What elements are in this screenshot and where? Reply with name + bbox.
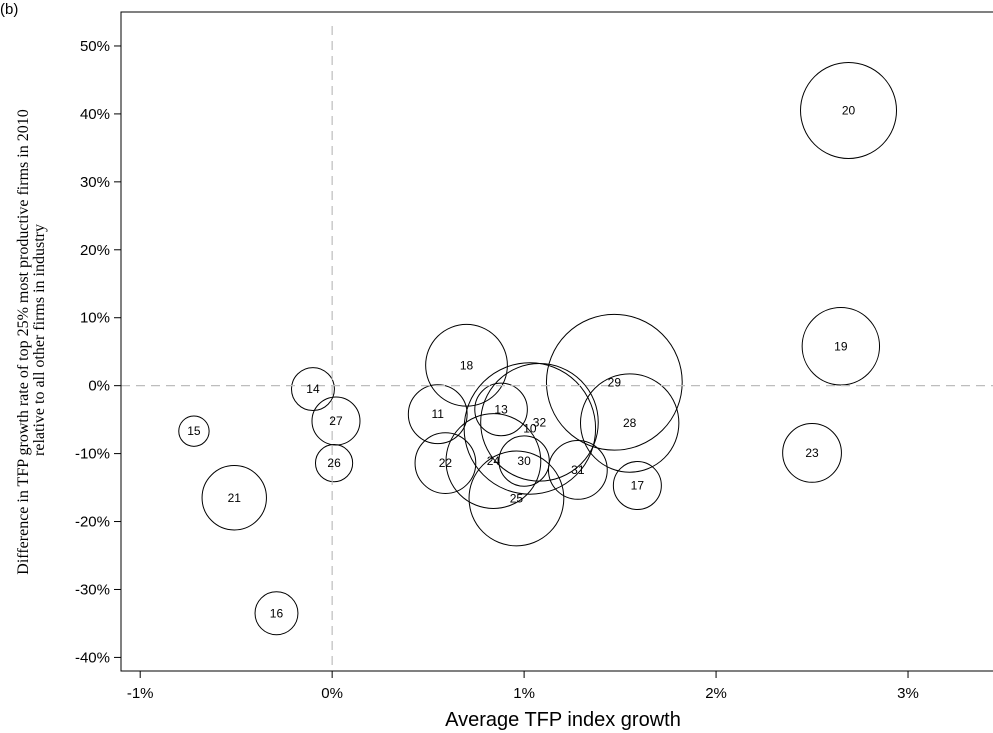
bubble-30 <box>498 435 550 487</box>
bubble-23 <box>782 423 842 483</box>
bubble-14 <box>290 367 335 412</box>
bubble-label-13: 13 <box>494 402 508 416</box>
x-tick-label-1: 0% <box>321 685 343 702</box>
reference-lines <box>121 26 993 671</box>
y-tick-label-7: 30% <box>80 174 110 191</box>
bubble-11 <box>407 384 468 445</box>
bubble-32 <box>480 363 599 482</box>
bubble-label-23: 23 <box>805 446 819 460</box>
bubble-label-29: 29 <box>608 375 622 389</box>
bubble-label-21: 21 <box>228 491 242 505</box>
y-axis-title-line-2: relative to all other firms in industry <box>31 224 48 456</box>
bubble-label-28: 28 <box>623 416 637 430</box>
y-tick-label-6: 20% <box>80 242 110 259</box>
y-tick-label-0: -40% <box>75 649 110 666</box>
panel-label: (b) <box>0 1 18 18</box>
bubble-15 <box>178 415 210 447</box>
y-tick-label-8: 40% <box>80 106 110 123</box>
x-tick-label-0: -1% <box>127 685 154 702</box>
x-tick-label-2: 1% <box>513 685 535 702</box>
y-tick-label-3: -10% <box>75 446 110 463</box>
bubble-label-22: 22 <box>439 456 453 470</box>
bubble-31 <box>547 440 608 500</box>
bubble-24 <box>445 413 542 509</box>
y-axis-title-line-1: Difference in TFP growth rate of top 25%… <box>15 109 32 574</box>
bubble-label-11: 11 <box>431 407 444 421</box>
bubble-label-17: 17 <box>631 479 645 493</box>
bubble-label-30: 30 <box>517 454 531 468</box>
bubble-label-18: 18 <box>460 358 474 372</box>
bubble-label-15: 15 <box>187 424 201 438</box>
bubble-label-31: 31 <box>571 463 585 477</box>
bubble-label-10: 10 <box>523 421 537 435</box>
bubble-label-25: 25 <box>510 491 524 505</box>
y-tick-label-2: -20% <box>75 514 110 531</box>
bubble-22 <box>414 432 477 494</box>
bubble-label-24: 24 <box>487 454 501 468</box>
x-axis-title: Average TFP index growth <box>445 709 681 731</box>
y-tick-label-4: 0% <box>88 378 110 395</box>
bubble-label-27: 27 <box>329 414 343 428</box>
bubble-19 <box>801 307 881 386</box>
bubble-28 <box>579 373 680 473</box>
bubble-27 <box>311 396 361 446</box>
bubble-label-14: 14 <box>306 382 320 396</box>
bubble-label-20: 20 <box>842 104 856 118</box>
bubble-label-16: 16 <box>270 606 284 620</box>
y-axis-title: Difference in TFP growth rate of top 25%… <box>15 105 48 574</box>
bubbles-layer <box>178 62 898 636</box>
y-axis: -40% -30% -20% -10% 0% 10% 20% 30% 40% 50% <box>75 38 121 666</box>
bubble-label-19: 19 <box>834 339 848 353</box>
plot-frame <box>120 11 993 672</box>
y-tick-label-1: -30% <box>75 581 110 598</box>
bubble-labels: 10 11 13 14 15 16 17 18 19 20 21 22 23 24 25 26 27 28 29 30… <box>187 104 855 621</box>
bubble-label-32: 32 <box>533 415 547 429</box>
bubble-21 <box>201 465 267 531</box>
bubble-16 <box>254 591 299 636</box>
bubble-25 <box>468 450 565 547</box>
bubble-29 <box>545 313 683 451</box>
x-tick-label-4: 3% <box>897 685 919 702</box>
bubble-18 <box>425 323 508 407</box>
bubble-10 <box>463 362 597 495</box>
x-axis: -1% 0% 1% 2% 3% <box>127 671 919 702</box>
bubble-17 <box>612 461 662 511</box>
y-tick-label-5: 10% <box>80 310 110 327</box>
x-tick-label-3: 2% <box>705 685 727 702</box>
bubble-label-26: 26 <box>327 456 341 470</box>
bubble-13 <box>474 382 528 437</box>
y-tick-label-9: 50% <box>80 38 110 55</box>
bubble-20 <box>800 62 898 160</box>
